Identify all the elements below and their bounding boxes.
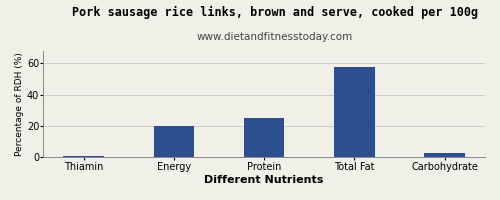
- Bar: [64, 156, 104, 157]
- Bar: [244, 118, 284, 157]
- X-axis label: Different Nutrients: Different Nutrients: [204, 175, 324, 185]
- Text: www.dietandfitnesstoday.com: www.dietandfitnesstoday.com: [197, 32, 353, 42]
- Bar: [154, 126, 194, 157]
- Bar: [424, 153, 465, 157]
- Text: Pork sausage rice links, brown and serve, cooked per 100g: Pork sausage rice links, brown and serve…: [72, 6, 478, 19]
- Y-axis label: Percentage of RDH (%): Percentage of RDH (%): [15, 52, 24, 156]
- Bar: [334, 67, 374, 157]
